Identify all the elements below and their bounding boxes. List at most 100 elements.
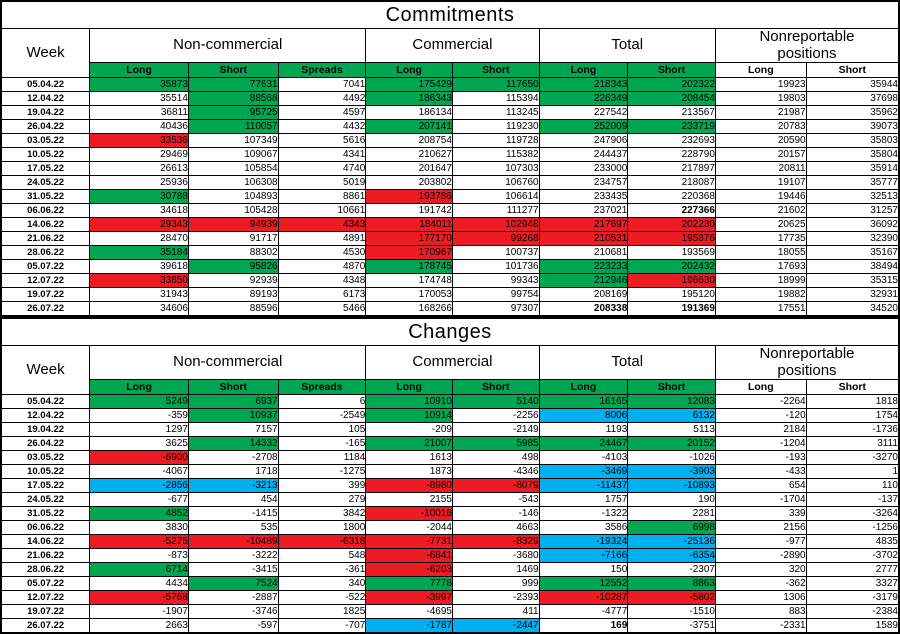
- table-row: 10.05.22 -4067 1718 -1275 1873 -4346 -3469 -390…: [0, 464, 900, 479]
- table-row: 26.04.22 40436 110057 4432 207141 119230 25200…: [0, 119, 900, 134]
- value-cell: 535: [187, 520, 279, 535]
- value-cell: 18055: [714, 245, 807, 260]
- value-cell: 105854: [187, 161, 279, 176]
- value-cell: 883: [714, 604, 807, 619]
- value-cell: 191742: [365, 203, 453, 218]
- week-cell: 24.05.22: [0, 175, 91, 190]
- title-row: Commitments: [0, 0, 900, 29]
- value-cell: 106760: [451, 175, 540, 190]
- value-cell: 217697: [538, 217, 629, 232]
- subheader-nc-long: Long: [89, 379, 189, 395]
- table-row: 12.04.22 35514 88568 4492 186343 115394 226349…: [0, 91, 900, 106]
- value-cell: -209: [365, 422, 453, 437]
- week-cell: 12.04.22: [0, 91, 91, 106]
- value-cell: 107349: [187, 133, 279, 148]
- value-cell: -2256: [451, 408, 540, 423]
- value-cell: -8329: [451, 534, 540, 549]
- value-cell: 3327: [805, 576, 900, 591]
- value-cell: 7524: [187, 576, 279, 591]
- value-cell: 213567: [627, 105, 716, 120]
- value-cell: 2777: [805, 562, 900, 577]
- value-cell: 7778: [365, 576, 453, 591]
- value-cell: 88596: [187, 301, 279, 317]
- value-cell: 217897: [627, 161, 716, 176]
- value-cell: 498: [451, 450, 540, 465]
- value-cell: 115394: [451, 91, 540, 106]
- group-commercial: Commercial: [365, 345, 540, 380]
- value-cell: 4348: [277, 273, 367, 288]
- value-cell: 6132: [627, 408, 716, 423]
- value-cell: 35803: [805, 133, 900, 148]
- value-cell: -120: [714, 408, 807, 423]
- value-cell: 320: [714, 562, 807, 577]
- value-cell: 39073: [805, 119, 900, 134]
- subheader-row: Long Short Spreads Long Short Long Short…: [1, 62, 900, 78]
- value-cell: 1800: [277, 520, 367, 535]
- value-cell: 107303: [451, 161, 540, 176]
- value-cell: 102948: [451, 217, 540, 232]
- value-cell: 20157: [714, 147, 807, 162]
- value-cell: 279: [277, 492, 367, 507]
- value-cell: 4530: [277, 245, 367, 260]
- value-cell: -2331: [714, 618, 807, 634]
- table-row: 19.04.22 36811 95725 4597 186134 113245 227542…: [0, 105, 900, 120]
- subheader-nc-long: Long: [89, 62, 189, 78]
- value-cell: 19446: [714, 189, 807, 204]
- value-cell: 106614: [451, 189, 540, 204]
- value-cell: 4870: [277, 259, 367, 274]
- value-cell: 111277: [451, 203, 540, 218]
- value-cell: -165: [277, 436, 367, 451]
- week-cell: 17.05.22: [0, 478, 91, 493]
- table-row: 05.04.22 5249 6937 6 10910 5140 16165 12083 -226…: [0, 394, 900, 409]
- value-cell: 5019: [277, 175, 367, 190]
- week-cell: 06.06.22: [0, 520, 91, 535]
- table-row: 26.04.22 3625 14332 -165 21007 5985 24467 20152…: [0, 436, 900, 451]
- value-cell: 91717: [187, 231, 279, 246]
- value-cell: 4597: [277, 105, 367, 120]
- value-cell: 35944: [805, 77, 900, 92]
- value-cell: 5466: [277, 301, 367, 317]
- value-cell: 340: [277, 576, 367, 591]
- value-cell: 38494: [805, 259, 900, 274]
- value-cell: 1825: [277, 604, 367, 619]
- value-cell: 207141: [365, 119, 453, 134]
- value-cell: 178745: [365, 259, 453, 274]
- value-cell: 4835: [805, 534, 900, 549]
- subheader-t-short: Short: [627, 62, 716, 78]
- value-cell: 97307: [451, 301, 540, 317]
- value-cell: 252009: [538, 119, 629, 134]
- commitments-title: Commitments: [0, 0, 900, 29]
- value-cell: -6203: [365, 562, 453, 577]
- value-cell: -2384: [805, 604, 900, 619]
- value-cell: -1907: [89, 604, 189, 619]
- value-cell: 24467: [538, 436, 629, 451]
- value-cell: 454: [187, 492, 279, 507]
- value-cell: 6173: [277, 287, 367, 302]
- value-cell: 210681: [538, 245, 629, 260]
- value-cell: 212946: [538, 273, 629, 288]
- value-cell: -677: [89, 492, 189, 507]
- value-cell: 4852: [89, 506, 189, 521]
- subheader-t-long: Long: [538, 62, 629, 78]
- value-cell: -7731: [365, 534, 453, 549]
- table-row: 03.05.22 33536 107349 5616 208754 119728 24790…: [0, 133, 900, 148]
- value-cell: -1415: [187, 506, 279, 521]
- value-cell: 88568: [187, 91, 279, 106]
- value-cell: 150: [538, 562, 629, 577]
- value-cell: 35777: [805, 175, 900, 190]
- value-cell: -977: [714, 534, 807, 549]
- table-row: 26.07.22 2663 -597 -707 -1787 -2447 169 -3751 -2…: [0, 618, 900, 634]
- value-cell: 33850: [89, 273, 189, 288]
- value-cell: 208169: [538, 287, 629, 302]
- subheader-nc-short: Short: [187, 379, 279, 395]
- value-cell: -2307: [627, 562, 716, 577]
- value-cell: 201647: [365, 161, 453, 176]
- group-noncommercial: Non-commercial: [89, 345, 367, 380]
- table-row: 19.07.22 31943 89193 6173 170053 99754 208169 1…: [0, 287, 900, 302]
- value-cell: 35804: [805, 147, 900, 162]
- value-cell: 195876: [627, 231, 716, 246]
- table-row: 06.06.22 34618 105428 10661 191742 111277 2370…: [0, 203, 900, 218]
- commitments-table: Commitments Week Non-commercial Commerci…: [0, 0, 900, 317]
- group-total: Total: [538, 28, 716, 63]
